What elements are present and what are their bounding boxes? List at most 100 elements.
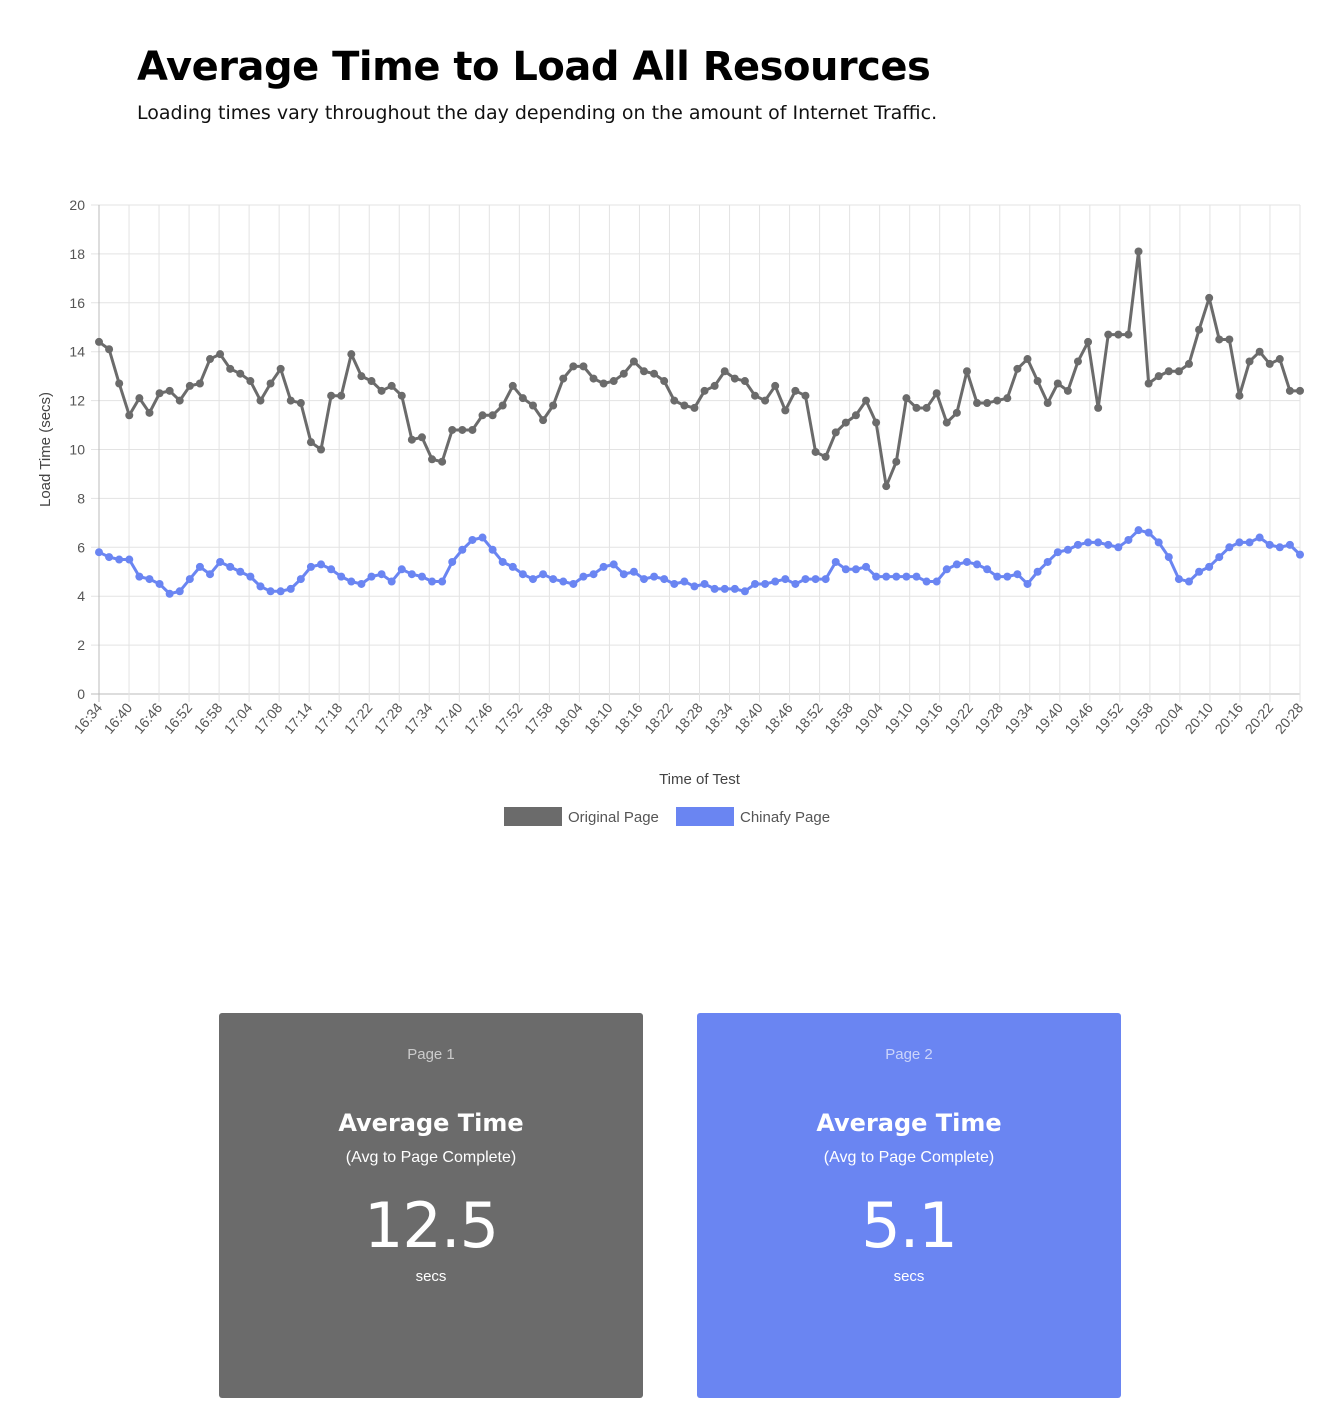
x-tick-label: 19:10 bbox=[881, 699, 916, 736]
data-point bbox=[357, 372, 366, 381]
data-point bbox=[892, 572, 901, 581]
data-point bbox=[730, 374, 739, 383]
data-point bbox=[1094, 403, 1103, 412]
y-tick-label: 8 bbox=[77, 490, 85, 506]
data-point bbox=[1215, 335, 1224, 344]
data-point bbox=[306, 438, 315, 447]
x-tick-label: 19:28 bbox=[971, 699, 1006, 736]
data-point bbox=[165, 589, 174, 598]
card-average-value: 12.5 bbox=[363, 1189, 499, 1262]
data-point bbox=[448, 425, 457, 434]
data-point bbox=[973, 399, 982, 408]
data-point bbox=[761, 396, 770, 405]
page-2-card: Page 2 Average Time (Avg to Page Complet… bbox=[697, 1013, 1121, 1398]
data-point bbox=[619, 570, 628, 579]
data-point bbox=[1265, 540, 1274, 549]
data-point bbox=[841, 565, 850, 574]
data-point bbox=[599, 379, 608, 388]
x-tick-label: 17:40 bbox=[431, 699, 466, 736]
data-point bbox=[1154, 372, 1163, 381]
x-tick-label: 18:22 bbox=[641, 699, 676, 736]
data-point bbox=[1164, 553, 1173, 562]
data-point bbox=[831, 557, 840, 566]
data-point bbox=[1023, 579, 1032, 588]
x-tick-label: 19:46 bbox=[1061, 699, 1096, 736]
data-point bbox=[740, 587, 749, 596]
page-subtitle: Loading times vary throughout the day de… bbox=[137, 102, 938, 124]
data-point bbox=[609, 560, 618, 569]
data-point bbox=[226, 562, 235, 571]
data-point bbox=[579, 362, 588, 371]
data-point bbox=[811, 575, 820, 584]
x-tick-label: 19:22 bbox=[941, 699, 976, 736]
y-tick-label: 4 bbox=[77, 588, 85, 604]
data-point bbox=[1285, 540, 1294, 549]
data-point bbox=[639, 575, 648, 584]
x-tick-label: 20:22 bbox=[1241, 699, 1276, 736]
x-tick-label: 19:04 bbox=[851, 699, 886, 736]
data-point bbox=[599, 562, 608, 571]
series-layer bbox=[95, 247, 1304, 598]
x-tick-label: 16:40 bbox=[101, 699, 136, 736]
data-point bbox=[650, 572, 659, 581]
data-point bbox=[1094, 538, 1103, 547]
data-point bbox=[821, 575, 830, 584]
data-point bbox=[569, 362, 578, 371]
data-point bbox=[347, 350, 356, 359]
data-point bbox=[266, 379, 275, 388]
data-point bbox=[781, 406, 790, 415]
data-point bbox=[589, 374, 598, 383]
x-tick-label: 17:18 bbox=[311, 699, 346, 736]
data-point bbox=[236, 369, 245, 378]
data-point bbox=[973, 560, 982, 569]
data-point bbox=[831, 428, 840, 437]
data-point bbox=[720, 584, 729, 593]
data-point bbox=[1053, 379, 1062, 388]
data-point bbox=[508, 562, 517, 571]
x-tick-label: 20:16 bbox=[1211, 699, 1246, 736]
data-point bbox=[145, 575, 154, 584]
data-point bbox=[1255, 533, 1264, 542]
data-point bbox=[1215, 553, 1224, 562]
data-point bbox=[428, 577, 437, 586]
data-point bbox=[266, 587, 275, 596]
data-point bbox=[690, 582, 699, 591]
data-point bbox=[195, 379, 204, 388]
x-tick-label: 18:58 bbox=[821, 699, 856, 736]
data-point bbox=[670, 396, 679, 405]
data-point bbox=[246, 572, 255, 581]
data-point bbox=[1124, 330, 1133, 339]
data-point bbox=[1043, 399, 1052, 408]
data-point bbox=[751, 391, 760, 400]
data-point bbox=[286, 396, 295, 405]
data-point bbox=[771, 381, 780, 390]
data-point bbox=[781, 575, 790, 584]
data-point bbox=[508, 381, 517, 390]
data-point bbox=[1043, 557, 1052, 566]
x-tick-label: 17:34 bbox=[401, 699, 436, 736]
data-point bbox=[377, 386, 386, 395]
data-point bbox=[216, 557, 225, 566]
data-point bbox=[952, 560, 961, 569]
data-point bbox=[478, 411, 487, 420]
y-tick-label: 20 bbox=[69, 197, 85, 213]
data-point bbox=[851, 411, 860, 420]
data-point bbox=[1245, 357, 1254, 366]
data-point bbox=[155, 389, 164, 398]
data-point bbox=[892, 457, 901, 466]
data-point bbox=[1114, 543, 1123, 552]
data-point bbox=[1144, 379, 1153, 388]
data-point bbox=[1205, 562, 1214, 571]
data-point bbox=[801, 575, 810, 584]
data-point bbox=[1225, 543, 1234, 552]
data-point bbox=[498, 557, 507, 566]
data-point bbox=[327, 565, 336, 574]
data-point bbox=[932, 389, 941, 398]
data-point bbox=[1023, 355, 1032, 364]
data-point bbox=[740, 377, 749, 386]
chart-grid bbox=[91, 204, 1301, 702]
data-point bbox=[1225, 335, 1234, 344]
data-point bbox=[528, 401, 537, 410]
x-axis-title: Time of Test bbox=[659, 771, 741, 788]
data-point bbox=[135, 394, 144, 403]
